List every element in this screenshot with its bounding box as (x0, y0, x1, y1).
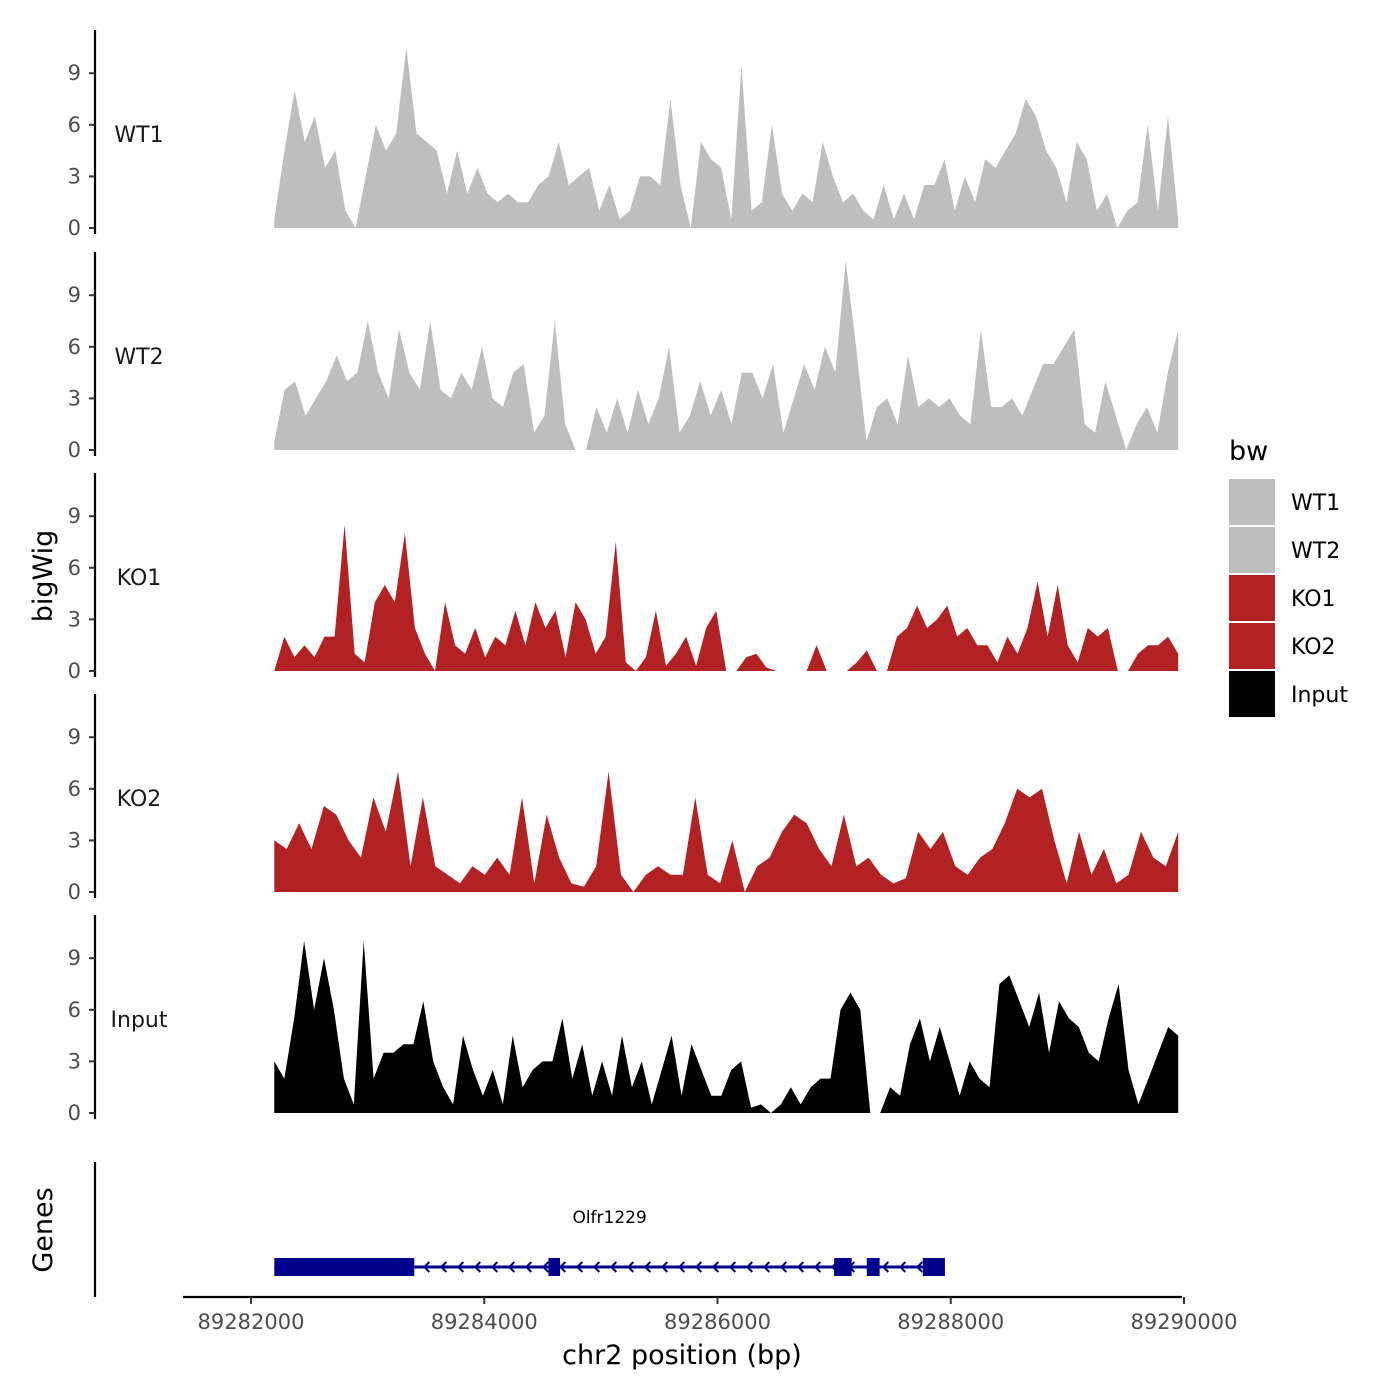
y-tick-label-wt1-9: 9 (68, 61, 81, 85)
coverage-area-ko2 (274, 771, 1179, 892)
y-tick-label-input-9: 9 (68, 946, 81, 970)
legend-label-ko2: KO2 (1291, 635, 1336, 660)
strand-arrow-icon (592, 1261, 601, 1273)
strand-arrow-icon (694, 1261, 703, 1273)
strand-arrow-icon (609, 1261, 618, 1273)
strand-arrow-icon (558, 1261, 567, 1273)
strand-arrow-icon (507, 1261, 516, 1273)
strand-arrow-icon (881, 1261, 890, 1273)
legend-key-input (1229, 671, 1275, 717)
y-tick-label-input-0: 0 (68, 1101, 81, 1125)
y-tick-label-ko1-0: 0 (68, 659, 81, 683)
legend-key-wt2 (1229, 527, 1275, 573)
y-tick-label-input-6: 6 (68, 998, 81, 1022)
y-tick-label-wt1-0: 0 (68, 216, 81, 240)
strand-arrow-icon (439, 1261, 448, 1273)
strand-arrow-icon (422, 1261, 431, 1273)
y-tick-label-ko2-3: 3 (68, 828, 81, 852)
gene-track-label: Genes (28, 1187, 59, 1272)
track-label-wt2: WT2 (114, 345, 163, 370)
y-tick-label-wt2-6: 6 (68, 335, 81, 359)
x-axis-title: chr2 position (bp) (562, 1340, 802, 1371)
track-label-ko2: KO2 (117, 787, 162, 812)
strand-arrow-icon (524, 1261, 533, 1273)
track-label-input: Input (111, 1008, 168, 1033)
strand-arrow-icon (728, 1261, 737, 1273)
track-label-ko1: KO1 (117, 566, 162, 591)
y-tick-label-ko1-6: 6 (68, 556, 81, 580)
legend-key-wt1 (1229, 479, 1275, 525)
y-tick-label-ko1-3: 3 (68, 607, 81, 631)
y-tick-label-ko1-9: 9 (68, 504, 81, 528)
y-tick-label-input-3: 3 (68, 1049, 81, 1073)
y-tick-label-ko2-0: 0 (68, 880, 81, 904)
strand-arrow-icon (490, 1261, 499, 1273)
gene-name-label: Olfr1229 (572, 1208, 646, 1228)
strand-arrow-icon (711, 1261, 720, 1273)
x-tick-label-89284000: 89284000 (431, 1310, 538, 1334)
strand-arrow-icon (677, 1261, 686, 1273)
y-tick-label-ko2-9: 9 (68, 725, 81, 749)
legend-key-ko2 (1229, 623, 1275, 669)
legend-label-wt2: WT2 (1291, 539, 1340, 564)
coverage-area-ko1 (274, 524, 1179, 671)
x-tick-label-89290000: 89290000 (1131, 1310, 1238, 1334)
gene-exon-3 (834, 1258, 852, 1276)
x-tick-label-89288000: 89288000 (897, 1310, 1004, 1334)
y-tick-label-wt2-3: 3 (68, 386, 81, 410)
gene-exon-2 (548, 1258, 561, 1276)
legend-key-ko1 (1229, 575, 1275, 621)
strand-arrow-icon (745, 1261, 754, 1273)
x-tick-label-89282000: 89282000 (198, 1310, 305, 1334)
strand-arrow-icon (915, 1261, 924, 1273)
gene-exon-1 (274, 1258, 415, 1276)
y-axis-title: bigWig (28, 530, 59, 623)
strand-arrow-icon (660, 1261, 669, 1273)
strand-arrow-icon (541, 1261, 550, 1273)
legend-label-wt1: WT1 (1291, 491, 1340, 516)
strand-arrow-icon (779, 1261, 788, 1273)
track-label-wt1: WT1 (114, 123, 163, 148)
strand-arrow-icon (575, 1261, 584, 1273)
strand-arrow-icon (762, 1261, 771, 1273)
coverage-area-wt1 (274, 47, 1179, 229)
x-tick-label-89286000: 89286000 (664, 1310, 771, 1334)
strand-arrow-icon (643, 1261, 652, 1273)
coverage-area-wt2 (274, 260, 1179, 450)
strand-arrow-icon (898, 1261, 907, 1273)
legend-label-ko1: KO1 (1291, 587, 1336, 612)
legend-label-input: Input (1291, 683, 1348, 708)
gene-exon-5 (922, 1258, 945, 1276)
y-tick-label-wt1-6: 6 (68, 113, 81, 137)
y-tick-label-wt2-9: 9 (68, 283, 81, 307)
gene-exon-4 (866, 1258, 880, 1276)
y-tick-label-wt1-3: 3 (68, 164, 81, 188)
y-tick-label-wt2-0: 0 (68, 438, 81, 462)
strand-arrow-icon (456, 1261, 465, 1273)
strand-arrow-icon (626, 1261, 635, 1273)
strand-arrow-icon (796, 1261, 805, 1273)
strand-arrow-icon (473, 1261, 482, 1273)
strand-arrow-icon (813, 1261, 822, 1273)
coverage-area-input (274, 941, 1179, 1113)
legend-title: bw (1229, 436, 1268, 467)
y-tick-label-ko2-6: 6 (68, 777, 81, 801)
